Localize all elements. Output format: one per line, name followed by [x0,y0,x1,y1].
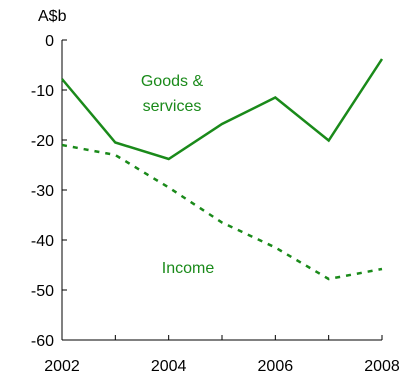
y-tick-label: -10 [31,83,54,100]
series-label-goods-services-line1: Goods & [141,73,204,90]
y-tick-label: -20 [31,133,54,150]
x-tick-label: 2002 [44,358,80,375]
x-tick-label: 2008 [364,358,400,375]
y-tick-label: -30 [31,183,54,200]
series-label-income: Income [162,260,215,277]
x-axis-ticks: 2002 2004 2006 2008 [44,335,400,375]
y-tick-label: -60 [31,333,54,350]
x-tick-label: 2004 [151,358,187,375]
series-line-income [61,143,383,281]
y-tick-label: -50 [31,283,54,300]
series-lines [61,58,384,281]
series-label-goods-services-line2: services [143,98,202,115]
series-line-goods-services [61,58,384,161]
y-tick-label: 0 [45,33,54,50]
y-tick-label: -40 [31,233,54,250]
axes [61,40,382,341]
x-tick-label: 2006 [258,358,294,375]
y-axis-unit-label: A$b [38,8,67,25]
y-axis-ticks: 0 -10 -20 -30 -40 -50 -60 [31,33,67,350]
